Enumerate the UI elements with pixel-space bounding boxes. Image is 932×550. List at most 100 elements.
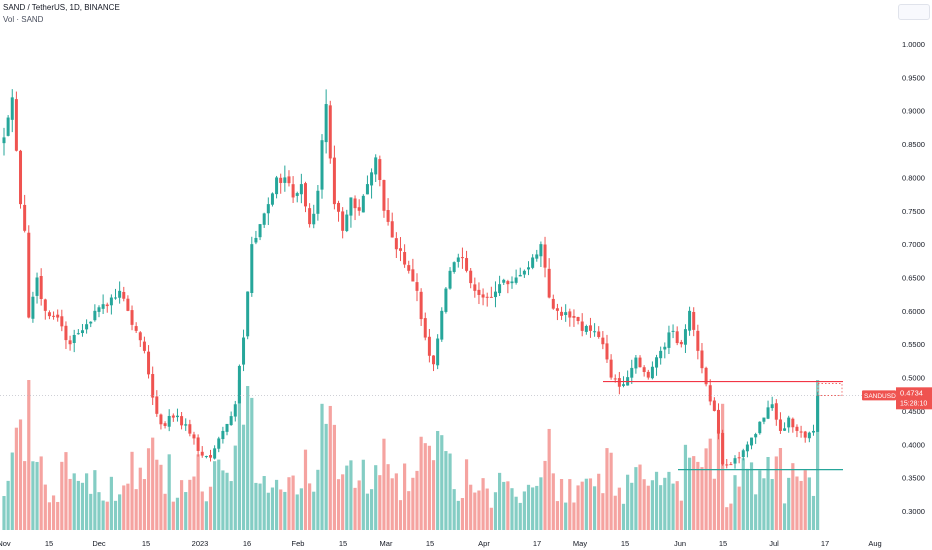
volume-bar	[778, 448, 783, 530]
volume-bar	[155, 459, 159, 530]
volume-bar	[646, 485, 650, 530]
volume-bar	[630, 482, 634, 530]
volume-bar	[382, 438, 386, 530]
candle-body	[688, 310, 692, 331]
candle-body	[535, 254, 539, 259]
candle-body	[415, 282, 419, 291]
candle-body	[357, 207, 361, 211]
volume-bar	[23, 461, 27, 530]
candle-body	[477, 289, 481, 295]
volume-bar	[68, 478, 72, 530]
candle-body	[279, 177, 283, 183]
candle-body	[791, 418, 795, 428]
volume-bar	[531, 487, 535, 530]
volume-bar	[564, 502, 568, 530]
volume-bar	[369, 489, 374, 530]
volume-bar	[493, 492, 498, 530]
volume-bar	[349, 460, 353, 530]
price-tick-label: 0.7000	[902, 240, 925, 249]
volume-bar	[246, 386, 250, 530]
volume-bar	[506, 481, 510, 530]
volume-bar	[749, 462, 754, 530]
time-tick-label: 15	[142, 539, 150, 548]
chart-settings-button[interactable]	[898, 4, 930, 20]
candle-body	[663, 346, 667, 350]
candle-body	[192, 434, 196, 439]
time-tick-label: Nov	[0, 539, 11, 548]
volume-bar	[782, 503, 787, 530]
volume-bar	[547, 428, 551, 530]
volume-bar	[229, 481, 233, 530]
candle-body	[64, 325, 68, 341]
volume-bar	[708, 438, 712, 530]
volume-bar	[456, 500, 460, 530]
candle-body	[159, 414, 163, 425]
candle-body	[299, 184, 303, 195]
candle-body	[52, 315, 56, 317]
volume-bar	[572, 502, 576, 530]
candle-body	[114, 297, 118, 299]
candle-body	[510, 281, 514, 284]
candle-body	[737, 457, 741, 459]
candle-body	[19, 150, 23, 205]
candle-body	[312, 213, 316, 225]
candle-body	[39, 276, 43, 299]
volume-bar	[175, 497, 180, 530]
volume-bar	[51, 495, 56, 530]
candle-body	[204, 456, 208, 458]
volume-indicator-label[interactable]: Vol · SAND	[3, 15, 44, 24]
volume-bar	[283, 491, 287, 530]
candle-body	[14, 99, 18, 151]
candle-body	[630, 367, 634, 378]
volume-bar	[638, 464, 642, 530]
candle-body	[539, 244, 543, 257]
volume-bar	[2, 496, 6, 530]
volume-bar	[332, 424, 336, 530]
volume-bar	[390, 478, 394, 530]
volume-bar	[312, 491, 316, 530]
volume-bar	[258, 483, 262, 530]
candle-body	[568, 311, 572, 318]
volume-bar	[274, 479, 279, 530]
candle-body	[93, 310, 97, 321]
volume-bar	[415, 470, 419, 530]
volume-bar	[510, 488, 514, 530]
candle-body	[795, 426, 799, 431]
volume-bar	[803, 470, 807, 530]
candle-body	[155, 396, 159, 414]
candle-body	[2, 137, 6, 144]
volume-bar	[250, 397, 254, 530]
volume-bar	[452, 489, 456, 530]
time-tick-label: Dec	[92, 539, 106, 548]
candle-body	[47, 312, 51, 317]
volume-bar	[43, 484, 47, 530]
volume-bar	[394, 473, 398, 530]
candle-body	[448, 270, 452, 289]
candle-body	[151, 374, 155, 398]
candle-body	[130, 310, 134, 325]
candle-body	[291, 184, 295, 198]
volume-bar	[291, 475, 295, 530]
volume-bar	[679, 500, 683, 530]
volume-bar	[324, 423, 328, 530]
candle-body	[171, 415, 175, 418]
candle-body	[262, 213, 266, 225]
volume-bar	[146, 448, 151, 530]
volume-bar	[213, 461, 217, 530]
candle-body	[692, 311, 696, 330]
candle-body	[432, 355, 436, 365]
candle-body	[778, 419, 782, 431]
candle-body	[708, 385, 712, 402]
candle-body	[588, 325, 592, 331]
volume-bar	[89, 493, 93, 530]
candle-body	[398, 248, 402, 251]
candle-body	[460, 257, 464, 259]
time-tick-label: Jun	[674, 539, 686, 548]
candle-body	[374, 157, 378, 175]
candle-body	[675, 331, 679, 344]
candle-body	[316, 190, 320, 214]
volume-bar	[477, 490, 481, 530]
candle-body	[27, 232, 31, 318]
candle-body	[671, 330, 675, 332]
